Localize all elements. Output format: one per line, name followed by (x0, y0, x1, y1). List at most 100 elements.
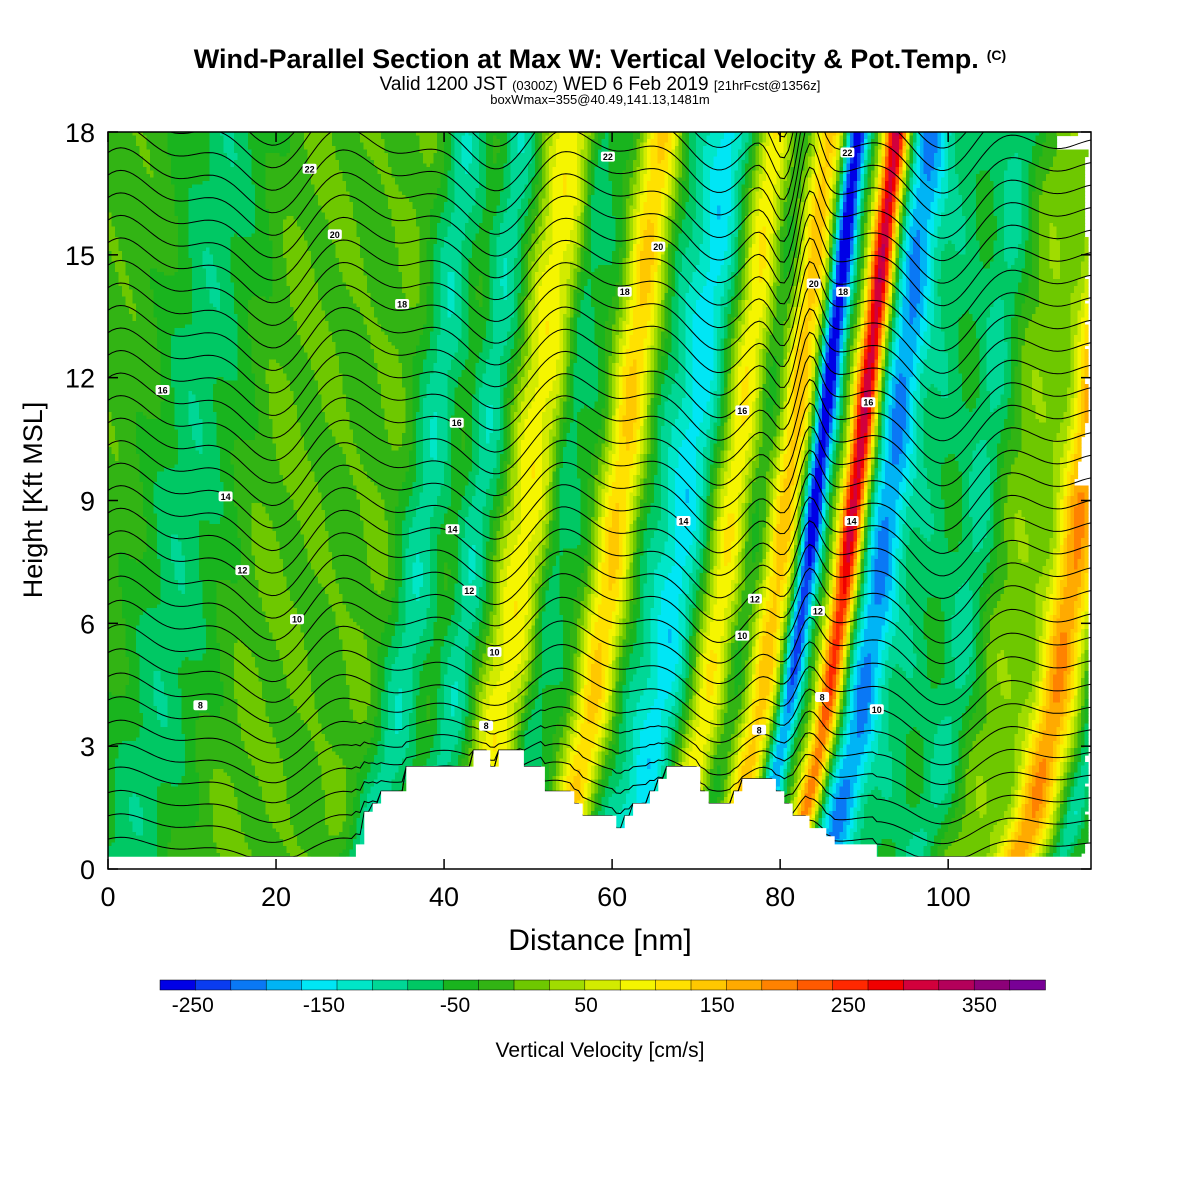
velocity-cell (710, 247, 729, 252)
velocity-cell (493, 286, 505, 291)
velocity-cell (881, 244, 886, 249)
velocity-cell (510, 188, 526, 193)
velocity-cell (867, 258, 872, 263)
velocity-cell (622, 268, 627, 273)
velocity-cell (776, 174, 785, 179)
velocity-cell (1032, 209, 1040, 214)
velocity-cell (188, 237, 232, 242)
velocity-cell (538, 174, 543, 179)
velocity-cell (202, 254, 214, 259)
velocity-cell (174, 209, 190, 214)
velocity-cell (836, 188, 841, 193)
velocity-cell (906, 181, 911, 186)
velocity-cell (626, 223, 631, 228)
velocity-cell (685, 209, 697, 214)
velocity-cell (454, 156, 463, 161)
velocity-cell (587, 177, 592, 182)
velocity-cell (839, 209, 844, 214)
velocity-cell (769, 261, 774, 266)
velocity-cell (696, 205, 704, 210)
velocity-cell (577, 247, 582, 252)
velocity-cell (633, 240, 638, 245)
velocity-cell (923, 156, 935, 161)
velocity-cell (920, 181, 939, 186)
velocity-cell (234, 135, 249, 140)
velocity-cell (738, 261, 743, 266)
velocity-cell (535, 160, 540, 165)
velocity-cell (234, 132, 249, 137)
velocity-cell (902, 177, 907, 182)
velocity-cell (433, 265, 442, 270)
velocity-cell (591, 205, 613, 210)
velocity-cell (1028, 279, 1040, 284)
velocity-cell (836, 275, 841, 280)
velocity-cell (850, 139, 855, 144)
velocity-cell (804, 191, 809, 196)
velocity-cell (675, 167, 680, 172)
velocity-cell (265, 156, 309, 161)
velocity-cell (899, 184, 904, 189)
velocity-cell (899, 202, 904, 207)
velocity-cell (832, 223, 837, 228)
velocity-cell (615, 233, 624, 238)
velocity-cell (255, 226, 270, 231)
velocity-cell (650, 156, 659, 161)
velocity-cell (909, 163, 914, 168)
velocity-cell (899, 156, 904, 161)
velocity-cell (1046, 139, 1058, 144)
velocity-cell (1032, 149, 1044, 154)
velocity-cell (650, 174, 666, 179)
velocity-cell (930, 286, 935, 291)
velocity-cell (398, 254, 421, 259)
velocity-cell (703, 205, 711, 210)
velocity-cell (822, 258, 827, 263)
velocity-cell (500, 230, 519, 235)
velocity-cell (433, 286, 442, 291)
velocity-cell (430, 216, 442, 221)
velocity-cell (1084, 279, 1089, 284)
velocity-cell (524, 135, 533, 140)
velocity-cell (885, 265, 890, 270)
velocity-cell (948, 188, 960, 193)
velocity-cell (766, 177, 778, 182)
velocity-cell (650, 219, 659, 224)
velocity-cell (563, 258, 575, 263)
velocity-cell (633, 219, 638, 224)
velocity-cell (636, 240, 641, 245)
velocity-cell (962, 212, 977, 217)
velocity-cell (591, 244, 617, 249)
velocity-cell (780, 237, 785, 242)
velocity-cell (752, 261, 760, 266)
velocity-cell (636, 153, 641, 158)
velocity-cell (801, 237, 806, 242)
velocity-cell (843, 223, 851, 228)
velocity-cell (860, 149, 865, 154)
velocity-cell (871, 230, 876, 235)
velocity-cell (738, 188, 743, 193)
velocity-cell (909, 205, 914, 210)
velocity-cell (881, 212, 886, 217)
velocity-cell (888, 149, 893, 154)
velocity-cell (496, 156, 508, 161)
velocity-cell (885, 142, 890, 147)
velocity-cell (878, 251, 883, 256)
velocity-cell (577, 177, 582, 182)
velocity-cell (500, 282, 508, 287)
velocity-cell (496, 212, 505, 217)
velocity-cell (909, 209, 914, 214)
velocity-cell (888, 188, 893, 193)
velocity-cell (885, 216, 890, 221)
velocity-cell (318, 195, 351, 200)
velocity-cell (944, 202, 963, 207)
velocity-cell (521, 205, 529, 210)
velocity-cell (433, 153, 445, 158)
velocity-cell (577, 195, 582, 200)
velocity-cell (514, 268, 522, 273)
velocity-cell (832, 240, 837, 245)
velocity-cell (752, 282, 767, 287)
velocity-cell (542, 282, 561, 287)
velocity-cell (881, 160, 886, 165)
velocity-cell (832, 286, 837, 291)
velocity-cell (885, 184, 890, 189)
velocity-cell (790, 146, 795, 151)
